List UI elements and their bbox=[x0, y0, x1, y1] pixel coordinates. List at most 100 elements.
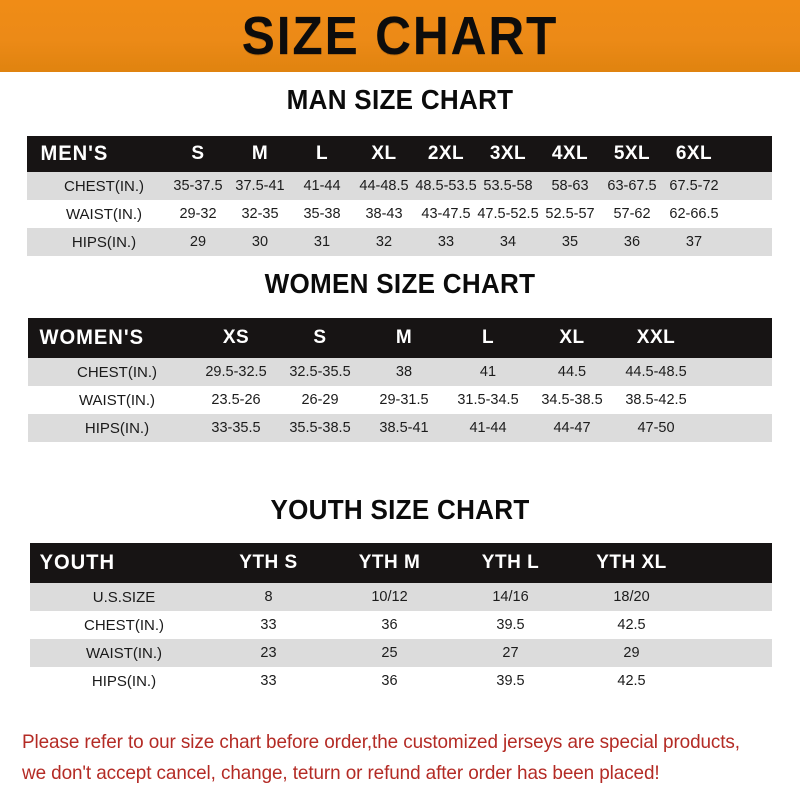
table-row: HIPS(IN.) 29 30 31 32 33 34 35 36 37 bbox=[27, 228, 772, 256]
table-cell: 37 bbox=[685, 234, 703, 250]
section-title-women: WOMEN SIZE CHART bbox=[264, 268, 536, 299]
order-notice: Please refer to our size chart before or… bbox=[22, 727, 761, 789]
table-cell: 39.5 bbox=[496, 617, 525, 633]
banner-title: SIZE CHART bbox=[241, 6, 559, 66]
table-cell: 57-62 bbox=[613, 206, 651, 222]
table-row: U.S.SIZE 8 10/12 14/16 18/20 bbox=[30, 583, 772, 611]
row-label: HIPS(IN.) bbox=[91, 672, 157, 690]
section-title-youth: YOUTH SIZE CHART bbox=[270, 494, 530, 525]
table-cell: 44-48.5 bbox=[359, 178, 409, 194]
table-cell: 39.5 bbox=[496, 673, 525, 689]
row-label: U.S.SIZE bbox=[92, 588, 156, 606]
table-cell: 29.5-32.5 bbox=[205, 364, 267, 380]
table-row: WAIST(IN.) 23 25 27 29 bbox=[30, 639, 772, 667]
women-column-header: L bbox=[481, 327, 495, 348]
table-cell: 35-37.5 bbox=[173, 178, 223, 194]
women-column-header: M bbox=[395, 327, 413, 348]
row-label: WAIST(IN.) bbox=[85, 644, 163, 662]
row-label: CHEST(IN.) bbox=[64, 177, 144, 195]
banner: SIZE CHART bbox=[0, 0, 800, 72]
row-label: CHEST(IN.) bbox=[77, 363, 157, 381]
table-cell: 8 bbox=[264, 589, 273, 605]
table-cell: 33 bbox=[260, 617, 277, 633]
table-cell: 29-31.5 bbox=[379, 392, 429, 408]
men-column-header: 6XL bbox=[675, 143, 713, 164]
table-cell: 26-29 bbox=[301, 392, 339, 408]
table-cell: 34 bbox=[499, 234, 517, 250]
table-cell: 44.5-48.5 bbox=[625, 364, 687, 380]
men-column-header: 4XL bbox=[551, 143, 589, 164]
youth-table-header-row: YOUTH YTH S YTH M YTH L YTH XL bbox=[30, 543, 772, 583]
row-label: HIPS(IN.) bbox=[71, 233, 137, 251]
table-row: HIPS(IN.) 33 36 39.5 42.5 bbox=[30, 667, 772, 695]
table-cell: 42.5 bbox=[617, 673, 646, 689]
row-label: CHEST(IN.) bbox=[84, 616, 164, 634]
row-label: WAIST(IN.) bbox=[65, 205, 143, 223]
row-label: HIPS(IN.) bbox=[84, 419, 150, 437]
table-cell: 47.5-52.5 bbox=[477, 206, 539, 222]
women-column-header: S bbox=[313, 327, 327, 348]
table-cell: 35.5-38.5 bbox=[289, 420, 351, 436]
women-size-table: WOMEN'S XS S M L XL XXL CHEST(IN.) 29.5-32.5 32.5… bbox=[28, 318, 772, 442]
table-cell: 41-44 bbox=[303, 178, 341, 194]
table-cell: 34.5-38.5 bbox=[541, 392, 603, 408]
men-column-header: 5XL bbox=[613, 143, 651, 164]
table-cell: 29 bbox=[623, 645, 640, 661]
table-cell: 43-47.5 bbox=[421, 206, 471, 222]
table-cell: 23.5-26 bbox=[211, 392, 261, 408]
table-row: CHEST(IN.) 29.5-32.5 32.5-35.5 38 41 44.5 44.5… bbox=[28, 358, 772, 386]
table-cell: 53.5-58 bbox=[483, 178, 533, 194]
table-cell: 25 bbox=[381, 645, 398, 661]
table-cell: 38 bbox=[395, 364, 413, 380]
table-cell: 36 bbox=[381, 617, 398, 633]
women-column-header: XS bbox=[222, 327, 250, 348]
table-cell: 67.5-72 bbox=[669, 178, 719, 194]
men-column-header: M bbox=[251, 143, 269, 164]
women-column-header: XXL bbox=[636, 327, 676, 348]
youth-column-header: YTH L bbox=[481, 552, 540, 573]
table-cell: 36 bbox=[623, 234, 641, 250]
table-cell: 47-50 bbox=[637, 420, 675, 436]
youth-column-header: YTH M bbox=[358, 552, 421, 573]
men-header-label: MEN'S bbox=[40, 142, 109, 165]
table-cell: 35 bbox=[561, 234, 579, 250]
men-column-header: S bbox=[191, 143, 205, 164]
table-cell: 10/12 bbox=[371, 589, 408, 605]
youth-column-header: YTH XL bbox=[596, 552, 667, 573]
table-cell: 41-44 bbox=[469, 420, 507, 436]
table-cell: 27 bbox=[502, 645, 519, 661]
table-cell: 32-35 bbox=[241, 206, 279, 222]
table-cell: 38-43 bbox=[365, 206, 403, 222]
women-table-header-row: WOMEN'S XS S M L XL XXL bbox=[28, 318, 772, 358]
section-title-man: MAN SIZE CHART bbox=[286, 84, 514, 115]
order-notice-line-1: Please refer to our size chart before or… bbox=[22, 731, 740, 753]
row-label: WAIST(IN.) bbox=[78, 391, 156, 409]
table-cell: 62-66.5 bbox=[669, 206, 719, 222]
table-cell: 63-67.5 bbox=[607, 178, 657, 194]
table-cell: 31.5-34.5 bbox=[457, 392, 519, 408]
order-notice-line-2: we don't accept cancel, change, teturn o… bbox=[22, 762, 660, 784]
table-row: WAIST(IN.) 29-32 32-35 35-38 38-43 43-47.5 47.… bbox=[27, 200, 772, 228]
table-cell: 35-38 bbox=[303, 206, 341, 222]
men-column-header: 2XL bbox=[427, 143, 465, 164]
men-column-header: 3XL bbox=[489, 143, 527, 164]
table-row: CHEST(IN.) 33 36 39.5 42.5 bbox=[30, 611, 772, 639]
table-cell: 32 bbox=[375, 234, 393, 250]
table-cell: 14/16 bbox=[492, 589, 529, 605]
table-cell: 41 bbox=[479, 364, 497, 380]
table-cell: 38.5-41 bbox=[379, 420, 429, 436]
youth-column-header: YTH S bbox=[239, 552, 298, 573]
table-cell: 33 bbox=[437, 234, 455, 250]
table-cell: 48.5-53.5 bbox=[415, 178, 477, 194]
table-cell: 38.5-42.5 bbox=[625, 392, 687, 408]
table-cell: 23 bbox=[260, 645, 277, 661]
table-cell: 44-47 bbox=[553, 420, 591, 436]
table-cell: 44.5 bbox=[557, 364, 587, 380]
table-cell: 18/20 bbox=[613, 589, 650, 605]
table-cell: 52.5-57 bbox=[545, 206, 595, 222]
table-cell: 33-35.5 bbox=[211, 420, 261, 436]
men-table-header-row: MEN'S S M L XL 2XL 3XL 4XL 5XL 6XL bbox=[27, 136, 772, 172]
youth-size-table: YOUTH YTH S YTH M YTH L YTH XL U.S.SIZE 8 10/12… bbox=[30, 543, 772, 695]
youth-header-label: YOUTH bbox=[39, 551, 115, 574]
